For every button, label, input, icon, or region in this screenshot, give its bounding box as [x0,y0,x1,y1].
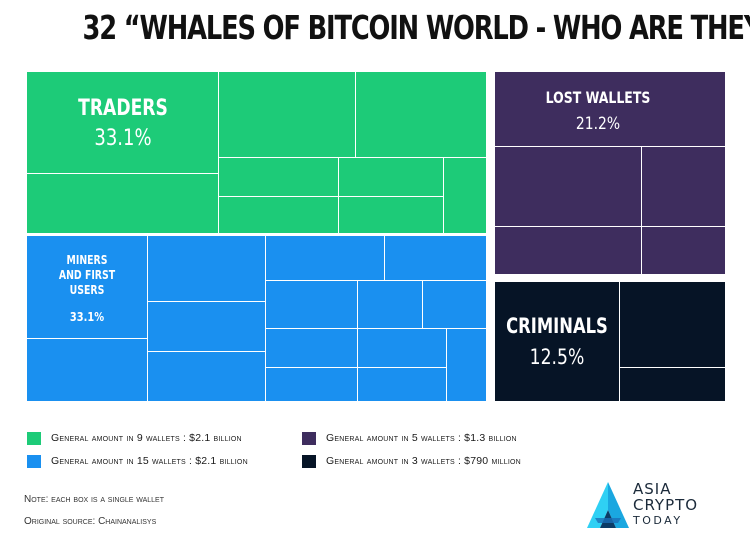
wallet-box-miners-8 [148,302,265,351]
wallet-box-criminals-2 [620,282,725,367]
wallet-box-traders-4 [219,158,338,196]
wallet-box-miners-10 [358,329,446,367]
group-label-miners-line-3: USERS [70,283,105,297]
wallet-box-traders-3 [356,72,486,157]
legend-text-miners: General amount in 15 wallets : $2.1 bill… [51,455,248,467]
logo-line-1: ASIA [633,480,672,498]
wallet-box-miners-13 [148,352,265,401]
wallet-box-miners-14 [266,368,357,401]
legend-text-traders: General amount in 9 wallets : $2.1 billi… [51,432,242,444]
group-percent-criminals: 12.5% [530,344,585,369]
wallet-box-miners-12 [27,339,147,401]
wallet-box-lost-5 [642,227,725,274]
logo: ASIA CRYPTO TODAY [585,478,715,536]
wallet-box-miners-4 [385,236,486,280]
logo-line-3: TODAY [633,514,683,527]
group-label-lost-line-1: LOST WALLETS [546,90,651,108]
wallet-box-miners-9 [266,329,357,367]
wallet-box-miners-2 [148,236,265,301]
group-percent-miners: 33.1% [70,310,104,324]
wallet-box-traders-5 [339,158,443,196]
wallet-box-traders-9 [339,197,443,233]
wallet-box-criminals-3 [620,368,725,401]
wallet-box-miners-5 [266,281,357,328]
note-text: Note: each box is a single wallet [24,494,164,505]
treemap-group-criminals: CRIMINALS 12.5% [495,282,725,401]
wallet-box-miners-6 [358,281,422,328]
wallet-box-lost-2 [495,147,641,226]
group-percent-lost: 21.2% [576,114,620,134]
wallet-box-traders-8 [219,197,338,233]
asia-crypto-today-logo-icon [587,482,629,528]
wallet-box-traders-6 [444,158,486,233]
group-label-miners-line-2: AND FIRST [59,268,116,282]
wallet-box-lost-1 [495,72,725,146]
logo-line-2: CRYPTO [633,496,699,514]
wallet-box-lost-4 [495,227,641,274]
chart-title: 32 “WHALES OF BITCOIN WORLD - WHO ARE TH… [82,8,750,47]
treemap-group-lost: LOST WALLETS 21.2% [495,72,725,274]
group-label-miners-line-1: MINERS [67,253,108,267]
wallet-box-traders-1 [27,72,218,173]
wallet-box-traders-2 [219,72,355,157]
group-label-criminals-line-1: CRIMINALS [506,315,608,338]
group-label-traders-line-1: TRADERS [78,95,168,121]
source-text: Original source: Chainanalisys [24,516,157,527]
wallet-box-miners-15 [358,368,446,401]
wallet-box-miners-7 [423,281,486,328]
wallet-box-miners-3 [266,236,384,280]
wallet-box-miners-1 [27,236,147,338]
treemap-group-traders: TRADERS 33.1% [27,72,486,233]
legend-text-criminals: General amount in 3 wallets : $790 milli… [326,455,521,467]
legend-swatch-miners [27,455,41,468]
wallet-box-miners-11 [447,329,486,401]
legend-swatch-lost [302,432,316,445]
group-percent-traders: 33.1% [94,124,151,150]
legend-swatch-criminals [302,455,316,468]
legend-text-lost: General amount in 5 wallets : $1.3 billi… [326,432,517,444]
wallet-box-traders-7 [27,174,218,233]
wallet-box-criminals-1 [495,282,619,401]
wallet-box-lost-3 [642,147,725,226]
logo-text: ASIA CRYPTO TODAY [633,481,698,529]
legend-swatch-traders [27,432,41,445]
